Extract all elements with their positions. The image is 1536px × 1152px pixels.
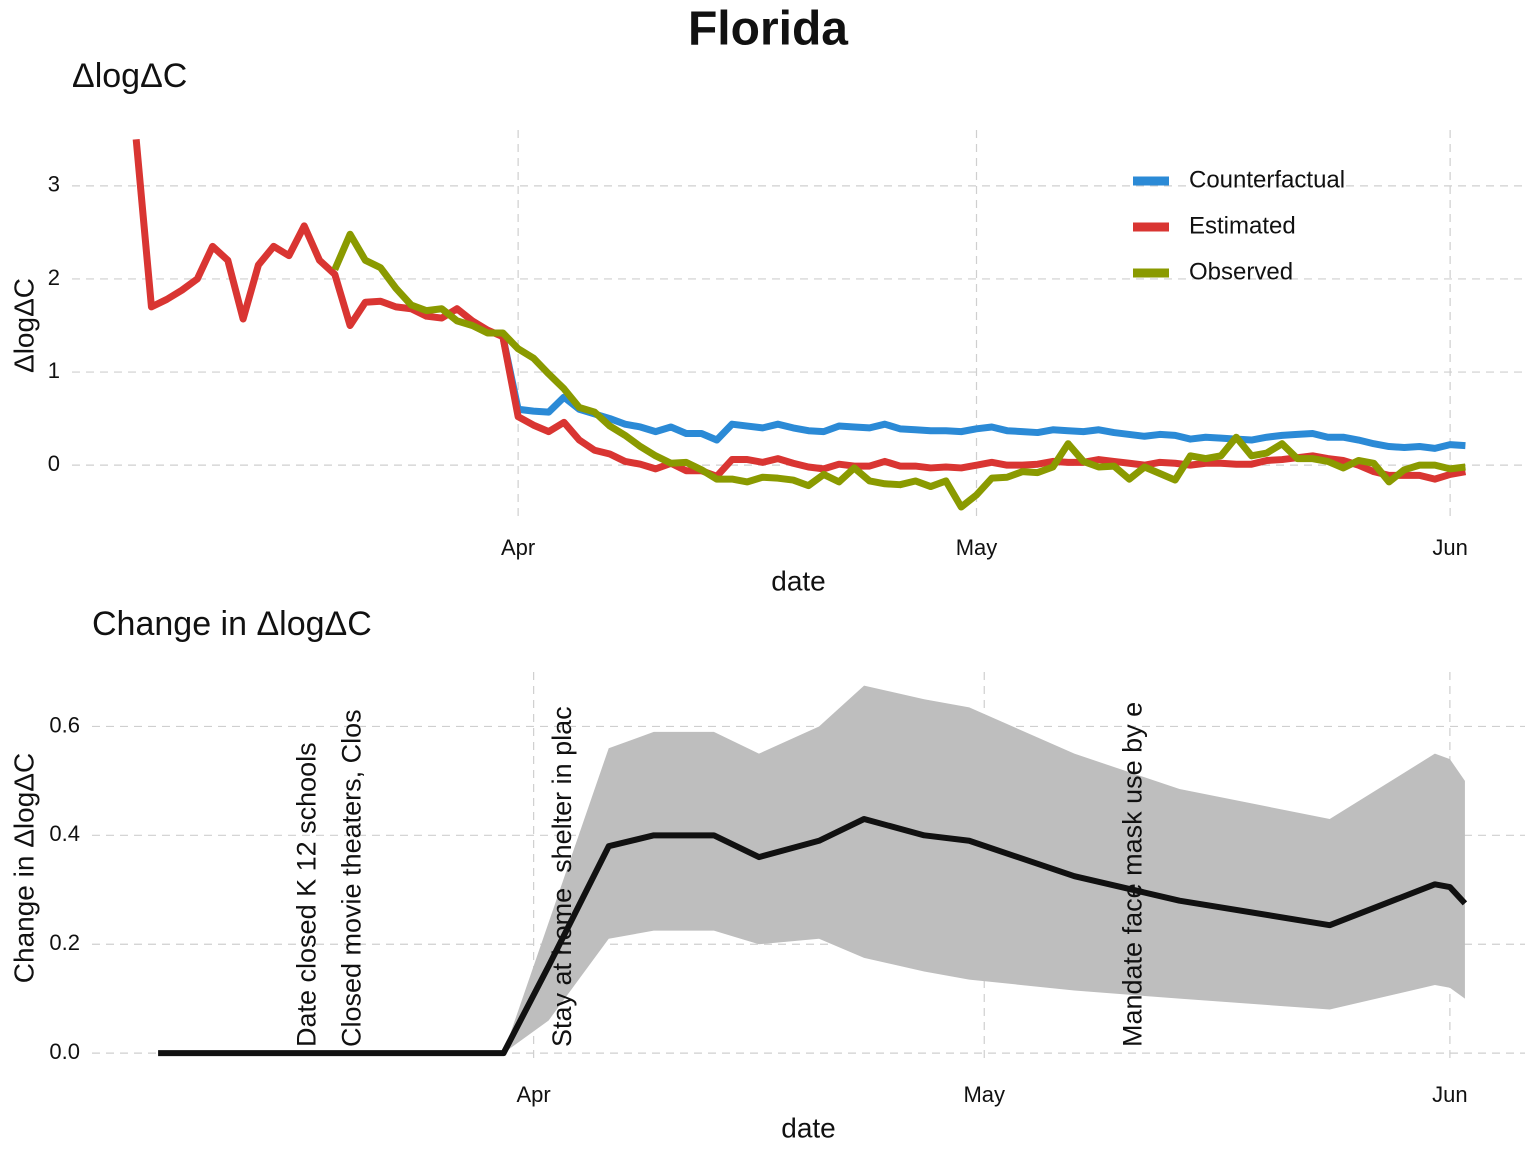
y-tick-label: 0.6: [49, 712, 80, 737]
x-axis-label: date: [781, 1112, 836, 1143]
series-line: [158, 816, 1468, 1057]
annotation: Date closed K 12 schools: [291, 742, 321, 1047]
annotation: Closed movie theaters, Clos: [336, 709, 366, 1047]
x-tick-label: May: [963, 1082, 1005, 1107]
y-tick-label: 3: [48, 172, 60, 197]
figure-title: Florida: [688, 3, 848, 56]
x-tick-label: Apr: [516, 1082, 550, 1107]
panel-title: ΔlogΔC: [72, 57, 187, 95]
y-tick-label: 2: [48, 265, 60, 290]
x-axis-label: date: [771, 565, 826, 596]
y-tick-label: 1: [48, 358, 60, 383]
annotation: Mandate face mask use by e: [1118, 702, 1148, 1047]
x-tick-label: Apr: [501, 535, 535, 560]
confidence-band: [158, 685, 1465, 1054]
y-axis-label: ΔlogΔC: [8, 278, 39, 373]
y-tick-label: 0.4: [49, 821, 80, 846]
x-tick-label: Jun: [1432, 535, 1467, 560]
legend-label: Observed: [1189, 258, 1293, 285]
series-line: [331, 230, 1466, 511]
panel-title: Change in ΔlogΔC: [92, 605, 372, 643]
y-axis-label: Change in ΔlogΔC: [8, 753, 39, 983]
y-tick-label: 0.0: [49, 1039, 80, 1064]
x-tick-label: Jun: [1432, 1082, 1467, 1107]
series-line: [132, 138, 1467, 483]
series-line: [499, 335, 1466, 452]
y-tick-label: 0: [48, 451, 60, 476]
annotation: Stay at home shelter in plac: [547, 706, 577, 1047]
y-tick-label: 0.2: [49, 930, 80, 955]
legend-label: Estimated: [1189, 212, 1296, 239]
legend-label: Counterfactual: [1189, 166, 1345, 193]
x-tick-label: May: [956, 535, 998, 560]
